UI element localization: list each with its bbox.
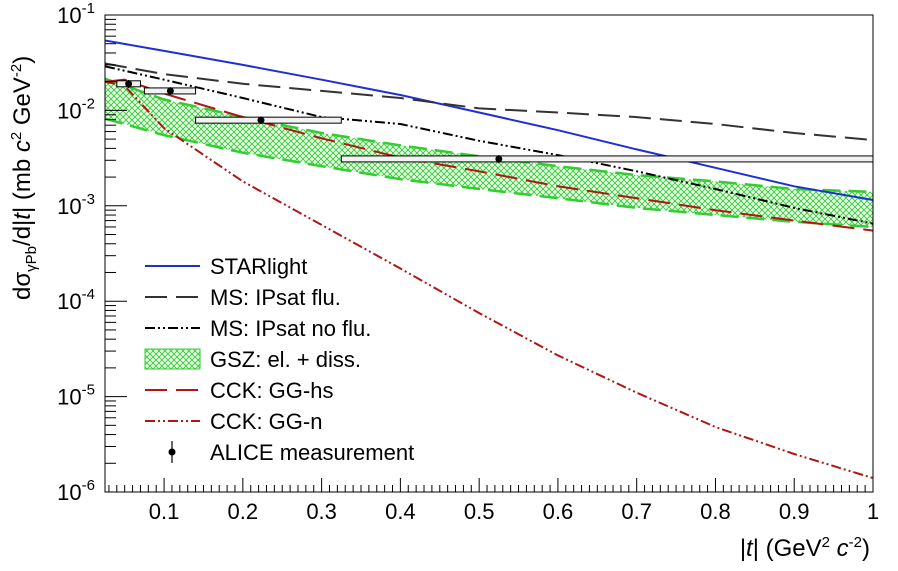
legend-label: MS: IPsat no flu. bbox=[210, 316, 371, 341]
legend-label: CCK: GG-n bbox=[210, 409, 322, 434]
y-axis-title: dσγPb/d|t| (mb c2 GeV-2) bbox=[8, 56, 40, 300]
series-line-2 bbox=[105, 62, 873, 141]
x-axis-title: |t| (GeV2 c-2) bbox=[740, 534, 870, 562]
alice-syst-box bbox=[195, 116, 342, 124]
x-tick-label: 1 bbox=[867, 499, 879, 524]
x-axis: 0.1 0.2 0.3 0.4 0.5 0.6 0.7 0.8 0.9 1 bbox=[108, 478, 879, 524]
legend-swatch-band bbox=[144, 348, 201, 370]
y-tick-label: 10-6 bbox=[57, 477, 95, 505]
legend-label: ALICE measurement bbox=[210, 440, 414, 465]
x-tick-label: 0.1 bbox=[149, 499, 180, 524]
legend-label: STARlight bbox=[210, 254, 307, 279]
x-tick-label: 0.6 bbox=[543, 499, 574, 524]
alice-data-point bbox=[166, 87, 174, 95]
plot-frame bbox=[104, 14, 874, 493]
y-axis: 10-6 10-5 10-4 10-3 10-2 10-1 bbox=[57, 0, 127, 505]
gsz-band-lower-edge bbox=[105, 117, 873, 229]
series-line-5 bbox=[105, 80, 873, 480]
gsz-band-upper-edge bbox=[105, 77, 873, 194]
alice-data-point bbox=[495, 155, 503, 163]
y-tick-label: 10-2 bbox=[57, 95, 95, 123]
x-tick-label: 0.3 bbox=[306, 499, 337, 524]
x-tick-label: 0.5 bbox=[464, 499, 495, 524]
series-line-4 bbox=[105, 78, 873, 232]
alice-syst-box bbox=[340, 155, 873, 163]
series-line-1 bbox=[105, 39, 873, 201]
legend: STARlight MS: IPsat flu. MS: IPsat no flu.… bbox=[144, 254, 414, 465]
y-tick-label: 10-1 bbox=[57, 0, 95, 28]
alice-data-point bbox=[257, 116, 265, 124]
legend-label: MS: IPsat flu. bbox=[210, 285, 341, 310]
x-tick-label: 0.2 bbox=[228, 499, 259, 524]
x-tick-label: 0.4 bbox=[385, 499, 416, 524]
series-line-3 bbox=[105, 65, 873, 225]
x-tick-label: 0.7 bbox=[621, 499, 652, 524]
y-tick-label: 10-4 bbox=[57, 286, 95, 314]
gsz-band bbox=[105, 78, 873, 227]
legend-swatch-point bbox=[168, 448, 176, 456]
alice-data-point bbox=[125, 80, 133, 88]
legend-label: GSZ: el. + diss. bbox=[210, 347, 361, 372]
x-tick-label: 0.9 bbox=[779, 499, 810, 524]
x-tick-label: 0.8 bbox=[700, 499, 731, 524]
plot-area bbox=[105, 39, 873, 480]
y-tick-label: 10-5 bbox=[57, 382, 95, 410]
y-tick-label: 10-3 bbox=[57, 191, 95, 219]
legend-label: CCK: GG-hs bbox=[210, 378, 333, 403]
